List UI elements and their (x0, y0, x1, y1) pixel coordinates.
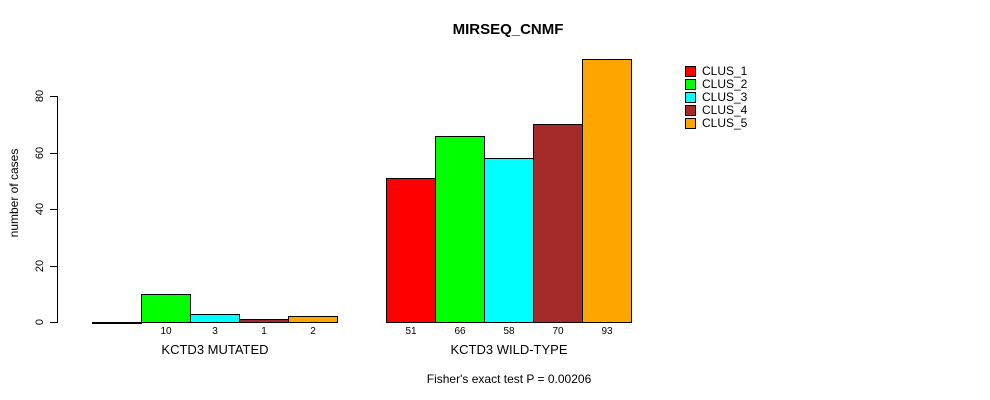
y-axis-tick-label: 20 (34, 259, 46, 273)
legend-item: CLUS_5 (685, 116, 748, 130)
y-axis-tick-label: 40 (34, 202, 46, 216)
bar-clus_2 (435, 136, 485, 323)
legend-item-label: CLUS_4 (702, 103, 748, 117)
bar-value-label: 51 (405, 326, 417, 337)
legend-color-swatch (685, 79, 696, 90)
legend-item-label: CLUS_5 (702, 116, 748, 130)
bar-value-label: 1 (261, 326, 267, 337)
bar-clus_3 (484, 158, 534, 323)
bar-clus_4 (239, 319, 289, 323)
legend-color-swatch (685, 118, 696, 129)
y-axis-tick (50, 96, 57, 97)
legend: CLUS_1 CLUS_2 CLUS_3 CLUS_4 CLUS_5 (685, 64, 748, 131)
bar-value-label: 58 (503, 326, 515, 337)
y-axis-tick (50, 153, 57, 154)
y-axis-tick (50, 266, 57, 267)
x-group-label: KCTD3 MUTATED (161, 342, 269, 357)
bar-clus_4 (533, 124, 583, 323)
footnote: Fisher's exact test P = 0.00206 (426, 372, 592, 386)
y-axis-tick-label: 0 (34, 318, 46, 326)
legend-item-label: CLUS_1 (702, 64, 748, 78)
y-axis-tick-label: 60 (34, 146, 46, 160)
legend-item-label: CLUS_2 (702, 77, 748, 91)
bar-value-label: 10 (160, 326, 172, 337)
legend-item-label: CLUS_3 (702, 90, 748, 104)
bar-clus_5 (582, 59, 632, 323)
bar-value-label: 70 (552, 326, 564, 337)
legend-item: CLUS_4 (685, 103, 748, 117)
y-axis-line (57, 96, 58, 323)
y-axis-tick (50, 322, 57, 323)
bar-value-label: 3 (212, 326, 218, 337)
legend-color-swatch (685, 66, 696, 77)
legend-color-swatch (685, 92, 696, 103)
bar-clus_1 (386, 178, 436, 323)
bar-value-label: 93 (601, 326, 613, 337)
legend-color-swatch (685, 105, 696, 116)
bar-clus_2 (141, 294, 191, 323)
x-group-label: KCTD3 WILD-TYPE (450, 342, 568, 357)
y-axis-tick (50, 209, 57, 210)
legend-item: CLUS_2 (685, 77, 748, 91)
y-axis-label: number of cases (7, 148, 21, 238)
legend-item: CLUS_1 (685, 64, 748, 78)
legend-item: CLUS_3 (685, 90, 748, 104)
bar-clus_1 (92, 322, 142, 324)
bar-value-label: 66 (454, 326, 466, 337)
bar-clus_5 (288, 316, 338, 323)
y-axis-tick-label: 80 (34, 89, 46, 103)
bar-value-label: 2 (310, 326, 316, 337)
bar-clus_3 (190, 314, 240, 323)
chart-title: MIRSEQ_CNMF (452, 21, 564, 38)
